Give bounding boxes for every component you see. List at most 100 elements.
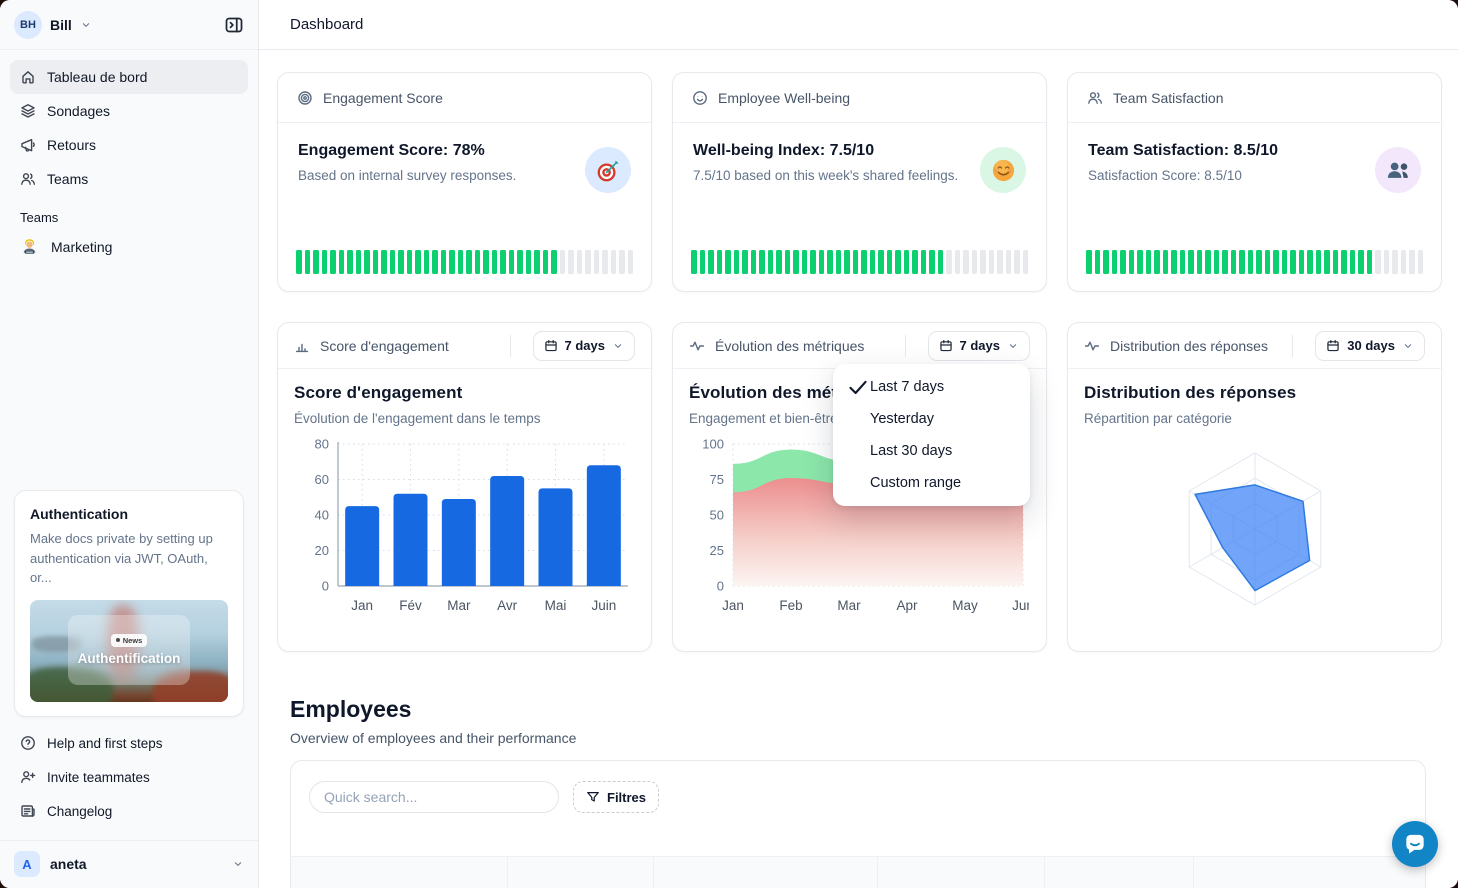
sidebar-item-tableau-de-bord[interactable]: Tableau de bord [10, 60, 248, 94]
stat-card-engagement-score: Engagement Score Engagement Score: 78% Bas… [277, 72, 652, 292]
teams-section-label: Teams [20, 210, 59, 225]
progress-segment [585, 250, 591, 274]
progress-segment [1366, 250, 1372, 274]
date-range-button[interactable]: 7 days [927, 330, 1030, 361]
progress-segment [1005, 250, 1011, 274]
stat-card-header: Team Satisfaction [1068, 73, 1441, 123]
sidebar-item-teams[interactable]: Teams [10, 162, 248, 196]
progress-segment [534, 250, 540, 274]
filters-button-label: Filtres [607, 789, 647, 805]
column-header-tasks[interactable]: Tasks [1193, 857, 1425, 888]
progress-segment [1409, 250, 1415, 274]
progress-segment [708, 250, 714, 274]
column-header-position[interactable]: Position [653, 857, 877, 888]
menu-item-custom-range[interactable]: Custom range [833, 467, 1030, 499]
progress-segment [551, 250, 557, 274]
svg-text:Fév: Fév [399, 598, 422, 613]
progress-segment [1417, 250, 1423, 274]
progress-segment [980, 250, 986, 274]
progress-segment [716, 250, 722, 274]
sidebar-item-invite-teammates[interactable]: Invite teammates [10, 760, 248, 794]
chart-card-label: Distribution des réponses [1110, 337, 1268, 354]
progress-bar [691, 250, 1028, 274]
funnel-icon [586, 790, 600, 804]
distribution-radar-chart [1188, 452, 1321, 606]
page-title: Dashboard [290, 16, 364, 33]
sidebar-collapse-button[interactable] [222, 13, 246, 37]
dart-emoji-icon [595, 157, 622, 184]
workspace-avatar: BH [14, 10, 42, 39]
chat-launcher-button[interactable] [1392, 821, 1438, 867]
date-range-button[interactable]: 7 days [532, 330, 635, 361]
account-switcher[interactable]: A aneta [14, 851, 244, 877]
progress-segment [1196, 250, 1202, 274]
progress-segment [296, 250, 302, 274]
stat-cards-row: Engagement Score Engagement Score: 78% Bas… [277, 72, 1442, 292]
team-item-marketing[interactable]: Marketing [10, 229, 248, 265]
sidebar-item-sondages[interactable]: Sondages [10, 94, 248, 128]
column-header-performance[interactable]: Performance [1043, 857, 1194, 888]
progress-segment [483, 250, 489, 274]
progress-segment [1239, 250, 1245, 274]
svg-text:May: May [952, 598, 978, 613]
chart-body: Distribution des réponses Répartition pa… [1068, 369, 1441, 634]
progress-segment [861, 250, 867, 274]
search-input[interactable] [309, 781, 559, 813]
progress-segment [878, 250, 884, 274]
sidebar-item-label: Help and first steps [47, 735, 163, 751]
progress-segment [517, 250, 523, 274]
menu-item-last-7-days[interactable]: Last 7 days [833, 371, 1030, 403]
smile-icon [692, 90, 708, 106]
progress-segment [1014, 250, 1020, 274]
progress-bar [1086, 250, 1423, 274]
progress-segment [1111, 250, 1117, 274]
progress-segment [1358, 250, 1364, 274]
date-range-dropdown: Last 7 days Yesterday Last 30 days Custom r… [833, 364, 1030, 506]
response-distribution-chart-card: Distribution des réponses 30 days Distri… [1067, 322, 1442, 652]
progress-segment [330, 250, 336, 274]
stat-card-body: Well-being Index: 7.5/10 7.5/10 based on … [673, 123, 1046, 292]
progress-segment [1128, 250, 1134, 274]
progress-segment [691, 250, 697, 274]
svg-text:Jan: Jan [722, 598, 744, 613]
column-header-user[interactable]: User [291, 857, 507, 888]
progress-segment [733, 250, 739, 274]
user-plus-icon [20, 769, 36, 785]
sidebar-item-help-and-first-steps[interactable]: Help and first steps [10, 726, 248, 760]
progress-segment [1315, 250, 1321, 274]
progress-segment [321, 250, 327, 274]
sidebar-footer-nav: Help and first steps Invite teammates Chan… [10, 726, 248, 828]
column-header-participation[interactable]: Participation [876, 857, 1044, 888]
menu-item-yesterday[interactable]: Yesterday [833, 403, 1030, 435]
progress-segment [576, 250, 582, 274]
promo-card[interactable]: Authentication Make docs private by sett… [14, 490, 244, 717]
chart-subtitle: Répartition par catégorie [1084, 411, 1232, 426]
progress-segment [742, 250, 748, 274]
svg-text:Mar: Mar [837, 598, 861, 613]
filters-button[interactable]: Filtres [573, 781, 660, 813]
progress-segment [1145, 250, 1151, 274]
date-range-button[interactable]: 30 days [1315, 330, 1425, 361]
progress-segment [440, 250, 446, 274]
stat-card-label: Engagement Score [323, 89, 443, 106]
stat-card-header: Employee Well-being [673, 73, 1046, 123]
team-item-label: Marketing [51, 239, 113, 255]
sidebar-item-retours[interactable]: Retours [10, 128, 248, 162]
calendar-icon [939, 339, 953, 353]
progress-segment [920, 250, 926, 274]
chart-subtitle: Évolution de l'engagement dans le temps [294, 411, 541, 426]
progress-segment [844, 250, 850, 274]
progress-segment [1120, 250, 1126, 274]
progress-segment [610, 250, 616, 274]
stat-card-employee-well-being: Employee Well-being Well-being Index: 7.5… [672, 72, 1047, 292]
menu-item-last-30-days[interactable]: Last 30 days [833, 435, 1030, 467]
chevron-down-icon [80, 19, 92, 31]
sidebar-item-changelog[interactable]: Changelog [10, 794, 248, 828]
progress-segment [801, 250, 807, 274]
progress-segment [457, 250, 463, 274]
svg-text:Jan: Jan [351, 598, 373, 613]
chart-title: Distribution des réponses [1084, 383, 1297, 402]
workspace-switcher[interactable]: BH Bill [14, 10, 222, 39]
column-header-team[interactable]: Team [506, 857, 654, 888]
